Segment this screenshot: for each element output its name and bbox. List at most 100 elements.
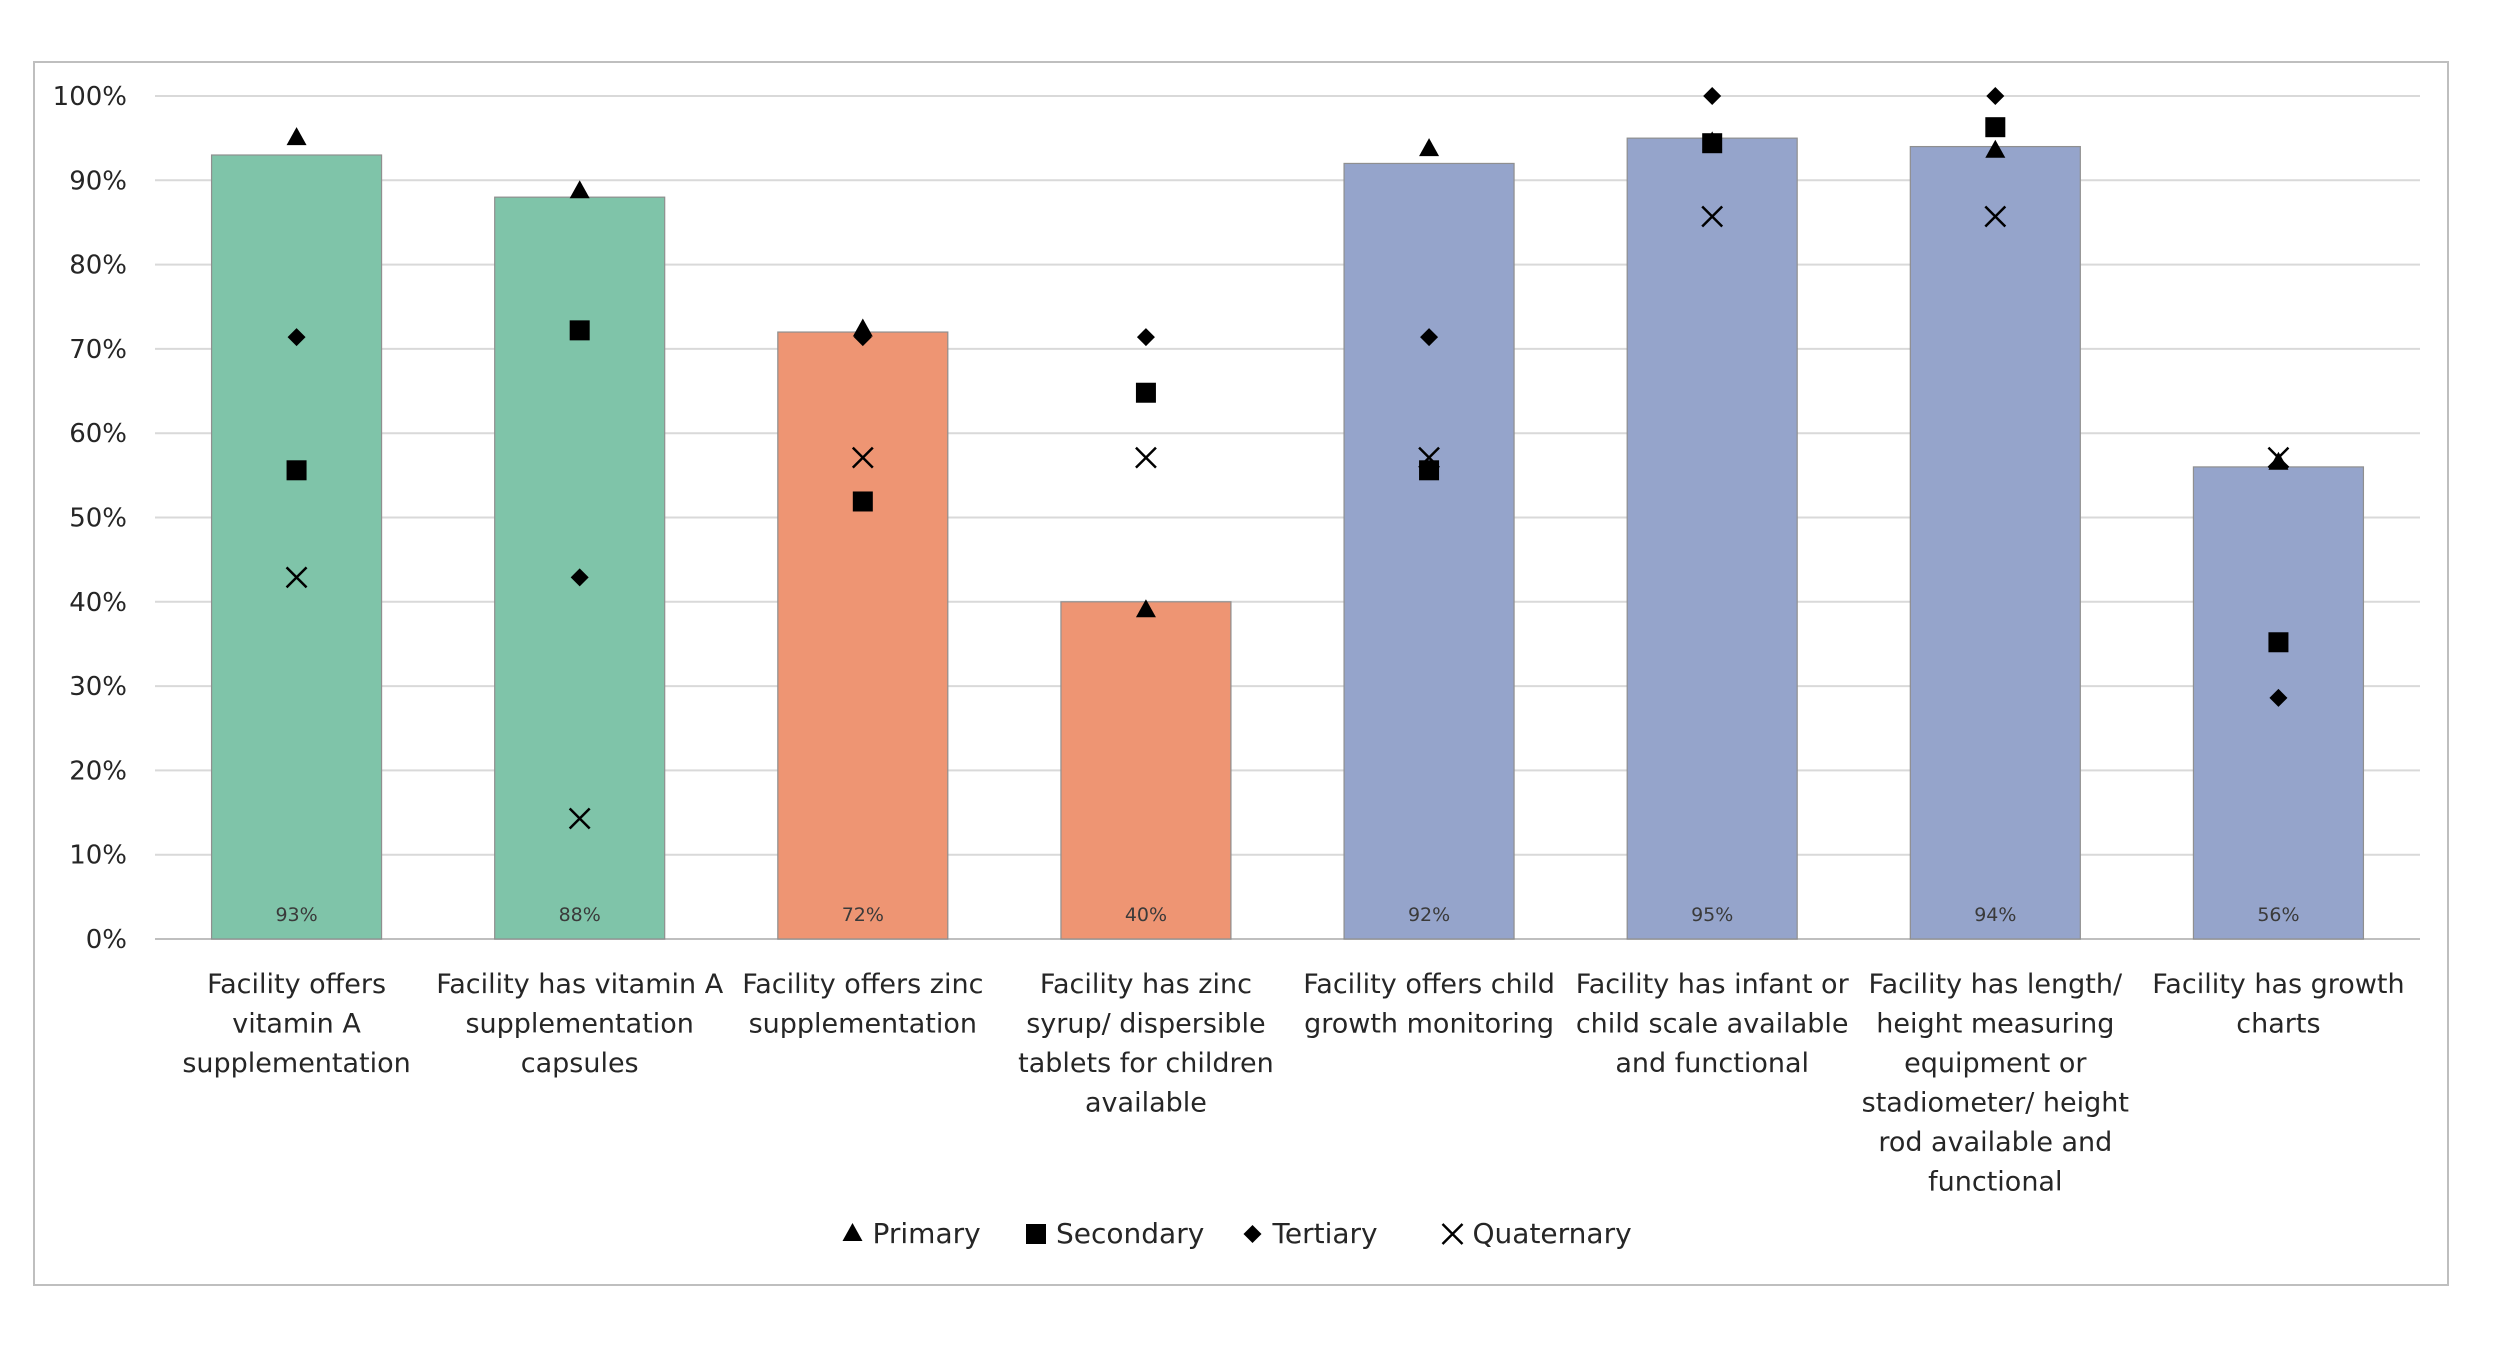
bar-value-label: 40% xyxy=(1125,904,1167,926)
marker-secondary xyxy=(569,320,590,341)
marker-quaternary xyxy=(1984,205,2007,228)
marker-quaternary xyxy=(851,446,874,469)
marker-tertiary xyxy=(1986,87,2005,105)
y-tick-label: 90% xyxy=(69,166,127,196)
bar xyxy=(1626,137,1798,940)
x-category-label: child scale available xyxy=(1576,1009,1849,1040)
x-category-label: supplementation xyxy=(182,1048,410,1079)
series-markers xyxy=(285,87,2290,830)
bar xyxy=(494,196,666,940)
y-tick-label: 100% xyxy=(53,82,127,112)
x-category-label: growth monitoring xyxy=(1304,1009,1554,1040)
x-category-label: Facility has vitamin A xyxy=(436,969,724,1000)
marker-quaternary xyxy=(568,807,591,830)
bar-value-label: 95% xyxy=(1691,904,1733,926)
x-category-label: functional xyxy=(1928,1167,2062,1198)
x-category-label: capsules xyxy=(521,1048,639,1079)
legend-item-tertiary: Tertiary xyxy=(1243,1217,1378,1250)
legend-diamond-icon xyxy=(1243,1225,1262,1243)
legend-label: Primary xyxy=(873,1217,981,1250)
y-tick-label: 30% xyxy=(69,672,127,702)
marker-secondary xyxy=(1985,117,2006,138)
x-category-label: charts xyxy=(2236,1009,2320,1040)
legend-label: Tertiary xyxy=(1272,1217,1378,1250)
x-category-label: stadiometer/ height xyxy=(1862,1088,2129,1119)
marker-tertiary xyxy=(2269,688,2288,707)
bar-value-label: 88% xyxy=(559,904,601,926)
bar-value-label: 92% xyxy=(1408,904,1450,926)
marker-primary xyxy=(852,318,873,337)
bar xyxy=(1060,601,1232,940)
y-tick-label: 80% xyxy=(69,251,127,281)
x-category-label: available xyxy=(1085,1088,1207,1119)
marker-tertiary xyxy=(1703,87,1722,105)
marker-primary xyxy=(569,180,590,199)
chart-frame: 93% 88% 72% 40% 92% 95% 94% 56% 0% 10% 20% 30% 40% 5… xyxy=(33,61,2449,1286)
x-category-label: supplementation xyxy=(749,1009,977,1040)
x-category-label: supplementation xyxy=(465,1009,693,1040)
bars: 93% 88% 72% 40% 92% 95% 94% 56% xyxy=(210,137,2365,940)
marker-secondary xyxy=(1135,382,1156,403)
marker-secondary xyxy=(1702,133,1723,154)
legend-triangle-icon xyxy=(842,1223,863,1241)
marker-secondary xyxy=(852,491,873,512)
y-tick-label: 40% xyxy=(69,588,127,618)
bar xyxy=(210,154,383,940)
marker-quaternary xyxy=(2267,446,2290,469)
marker-quaternary xyxy=(1135,446,1157,469)
marker-tertiary xyxy=(1136,328,1155,347)
bar-chart: 93% 88% 72% 40% 92% 95% 94% 56% 0% 10% 20% 30% 40% 5… xyxy=(53,82,2420,1250)
x-category-label: Facility has infant or xyxy=(1576,969,1850,1000)
x-category-label: rod available and xyxy=(1878,1127,2112,1158)
bar xyxy=(777,331,949,940)
marker-tertiary xyxy=(853,328,872,347)
marker-secondary xyxy=(2268,632,2289,653)
x-category-label: Facility offers zinc xyxy=(742,969,983,1000)
marker-quaternary xyxy=(1418,446,1440,469)
legend-label: Secondary xyxy=(1056,1217,1204,1250)
marker-tertiary xyxy=(570,568,589,587)
legend-label: Quaternary xyxy=(1473,1217,1632,1250)
legend-square-icon xyxy=(1026,1224,1046,1244)
marker-quaternary xyxy=(1701,205,1724,228)
bar-value-label: 56% xyxy=(2257,904,2299,926)
y-tick-label: 20% xyxy=(69,756,127,786)
legend-item-secondary: Secondary xyxy=(1026,1217,1204,1250)
legend-x-icon xyxy=(1441,1223,1464,1245)
y-tick-label: 70% xyxy=(69,335,127,365)
x-category-label: vitamin A xyxy=(232,1009,361,1040)
y-tick-label: 60% xyxy=(69,419,127,449)
marker-quaternary xyxy=(285,566,308,589)
marker-tertiary xyxy=(1420,328,1439,347)
marker-primary xyxy=(1419,138,1440,157)
marker-tertiary xyxy=(287,328,306,347)
bar-value-label: 93% xyxy=(275,904,317,926)
x-category-label: Facility offers xyxy=(207,969,386,1000)
x-category-label: Facility has growth xyxy=(2152,969,2404,1000)
y-axis-ticks: 0% 10% 20% 30% 40% 50% 60% 70% 80% 90% 100% xyxy=(53,82,127,955)
marker-secondary xyxy=(286,460,307,481)
bar xyxy=(1343,162,1515,940)
x-axis-category-labels: Facility offers vitamin A supplementation F… xyxy=(182,969,2404,1198)
y-tick-label: 0% xyxy=(86,925,127,955)
bar-value-label: 72% xyxy=(842,904,884,926)
marker-primary xyxy=(1985,139,2006,158)
y-tick-label: 50% xyxy=(69,504,127,534)
legend-item-primary: Primary xyxy=(842,1217,981,1250)
x-category-label: equipment or xyxy=(1904,1048,2087,1079)
x-category-label: height measuring xyxy=(1876,1009,2114,1040)
x-category-label: tablets for children xyxy=(1018,1048,1274,1079)
bar xyxy=(1909,145,2081,940)
legend: Primary Secondary Tertiary Quaternary xyxy=(842,1217,1632,1250)
marker-secondary xyxy=(1419,460,1440,481)
y-tick-label: 10% xyxy=(69,841,127,871)
x-category-label: and functional xyxy=(1615,1048,1809,1079)
x-category-label: Facility has zinc xyxy=(1040,969,1252,1000)
x-category-label: syrup/ dispersible xyxy=(1026,1009,1265,1040)
marker-primary xyxy=(286,127,307,146)
marker-primary xyxy=(2268,451,2289,470)
x-category-label: Facility has length/ xyxy=(1869,969,2123,1000)
bar-value-label: 94% xyxy=(1974,904,2016,926)
legend-item-quaternary: Quaternary xyxy=(1441,1217,1632,1250)
x-category-label: Facility offers child xyxy=(1303,969,1555,1000)
